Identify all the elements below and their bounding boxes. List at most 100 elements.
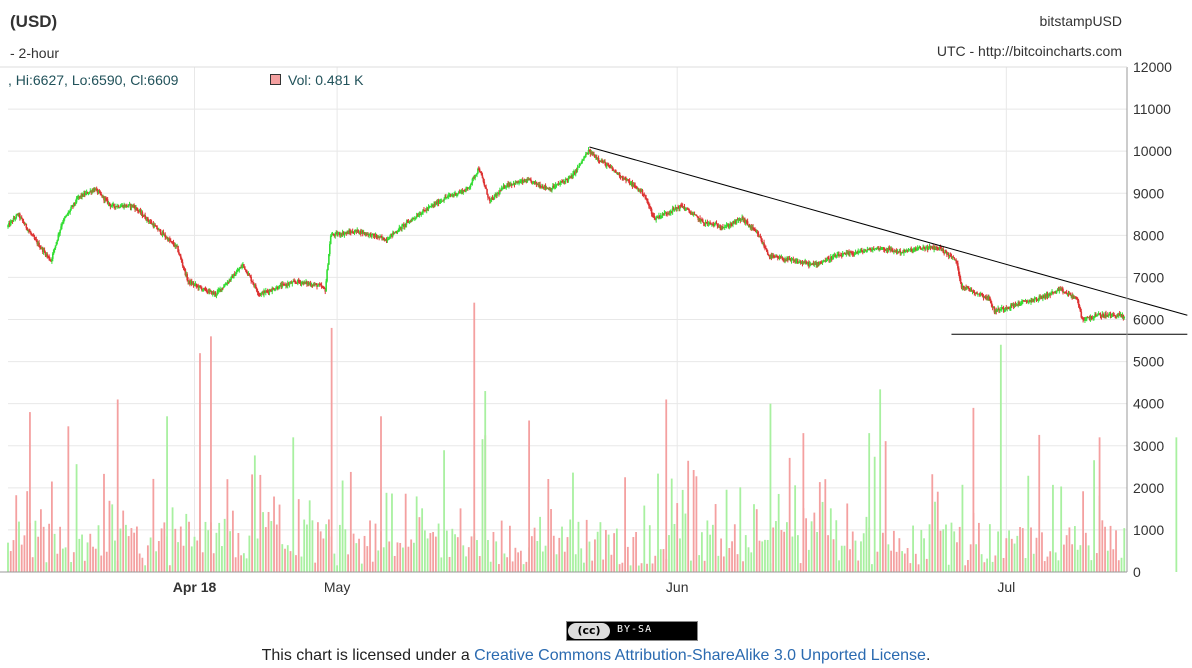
candle-body: [232, 275, 234, 278]
candle-body: [446, 196, 449, 198]
candle-body: [71, 205, 73, 208]
candle-body: [1088, 317, 1091, 320]
candle-body: [407, 221, 410, 223]
candle-body: [29, 231, 31, 233]
candle-body: [876, 247, 879, 249]
candle-body: [596, 158, 599, 160]
candle-body: [380, 236, 382, 238]
candle-body: [362, 232, 365, 234]
candle-body: [1043, 295, 1046, 298]
candle-body: [588, 149, 591, 151]
volume-bar: [31, 557, 34, 572]
volume-bar: [906, 548, 909, 572]
candle-body: [970, 289, 973, 292]
volume-bar: [574, 554, 577, 572]
volume-bar: [382, 547, 385, 572]
candle-body: [495, 194, 497, 196]
candle-body: [306, 281, 308, 285]
volume-bar: [1073, 526, 1076, 572]
candle-body: [415, 215, 418, 218]
candle-body: [936, 247, 939, 249]
candle-body: [87, 193, 90, 195]
volume-bar: [94, 548, 97, 572]
candle-body: [313, 284, 316, 286]
candle-body: [822, 261, 825, 263]
candle-body: [861, 249, 863, 251]
candle-body: [459, 191, 462, 193]
candle-body: [239, 267, 242, 269]
candle-body: [267, 291, 270, 293]
candle-body: [694, 214, 697, 216]
candle-body: [120, 205, 123, 207]
candle-body: [687, 208, 689, 210]
candle-body: [405, 221, 408, 225]
candle-body: [478, 168, 480, 170]
volume-bar: [1024, 558, 1027, 572]
volume-bar: [799, 563, 802, 572]
candle-body: [392, 232, 394, 236]
candle-body: [1012, 304, 1015, 308]
candle-body: [813, 263, 816, 265]
candle-body: [9, 222, 11, 226]
volume-bar: [487, 540, 489, 572]
candle-body: [987, 297, 989, 299]
candle-body: [51, 258, 53, 262]
candle-body: [565, 178, 568, 180]
candle-body: [466, 187, 468, 190]
volume-bar: [434, 536, 437, 572]
candle-body: [471, 178, 474, 183]
candle-body: [1016, 304, 1019, 306]
candle-body: [840, 255, 842, 257]
candle-body: [80, 195, 82, 197]
candle-body: [109, 204, 112, 207]
candle-body: [714, 223, 717, 225]
candle-body: [984, 296, 987, 298]
cc-license-badge[interactable]: (cc) BY-SA: [566, 621, 698, 641]
candle-body: [934, 246, 936, 250]
candle-body: [616, 172, 618, 174]
candle-body: [574, 169, 577, 175]
candle-body: [1053, 292, 1055, 294]
candle-body: [979, 293, 981, 296]
volume-bar: [643, 505, 646, 572]
candle-body: [1070, 295, 1073, 297]
volume-bar: [939, 530, 942, 572]
volume-bar: [1104, 526, 1106, 572]
volume-bar: [45, 562, 48, 572]
candle-body: [796, 260, 798, 262]
candle-body: [522, 179, 525, 183]
candle-body: [1032, 299, 1035, 302]
candle-body: [431, 205, 433, 207]
candle-body: [1036, 299, 1039, 301]
candle-body: [756, 232, 759, 235]
candle-body: [449, 194, 452, 196]
volume-bar: [728, 548, 731, 572]
volume-bar: [366, 546, 369, 572]
candle-body: [1000, 307, 1003, 310]
candle-body: [210, 291, 212, 293]
candle-body: [741, 217, 743, 220]
candle-body: [821, 261, 824, 263]
candle-body: [1046, 293, 1049, 297]
candle-body: [826, 257, 828, 262]
candle-body: [93, 188, 95, 192]
candle-body: [732, 221, 734, 225]
candle-body: [1060, 288, 1062, 290]
license-link[interactable]: Creative Commons Attribution-ShareAlike …: [474, 647, 926, 664]
candle-body: [285, 284, 287, 286]
candle-body: [370, 233, 372, 237]
candle-body: [833, 255, 836, 257]
volume-bar: [467, 547, 470, 572]
candle-body: [810, 263, 813, 265]
candle-body: [809, 263, 812, 265]
volume-bar: [846, 503, 849, 572]
candle-body: [329, 236, 332, 245]
candle-body: [1014, 303, 1017, 305]
candle-body: [599, 161, 602, 163]
candle-body: [1085, 318, 1087, 320]
volume-bar: [163, 522, 166, 572]
candle-body: [594, 154, 596, 158]
candle-body: [293, 281, 295, 283]
candle-body: [45, 254, 48, 256]
